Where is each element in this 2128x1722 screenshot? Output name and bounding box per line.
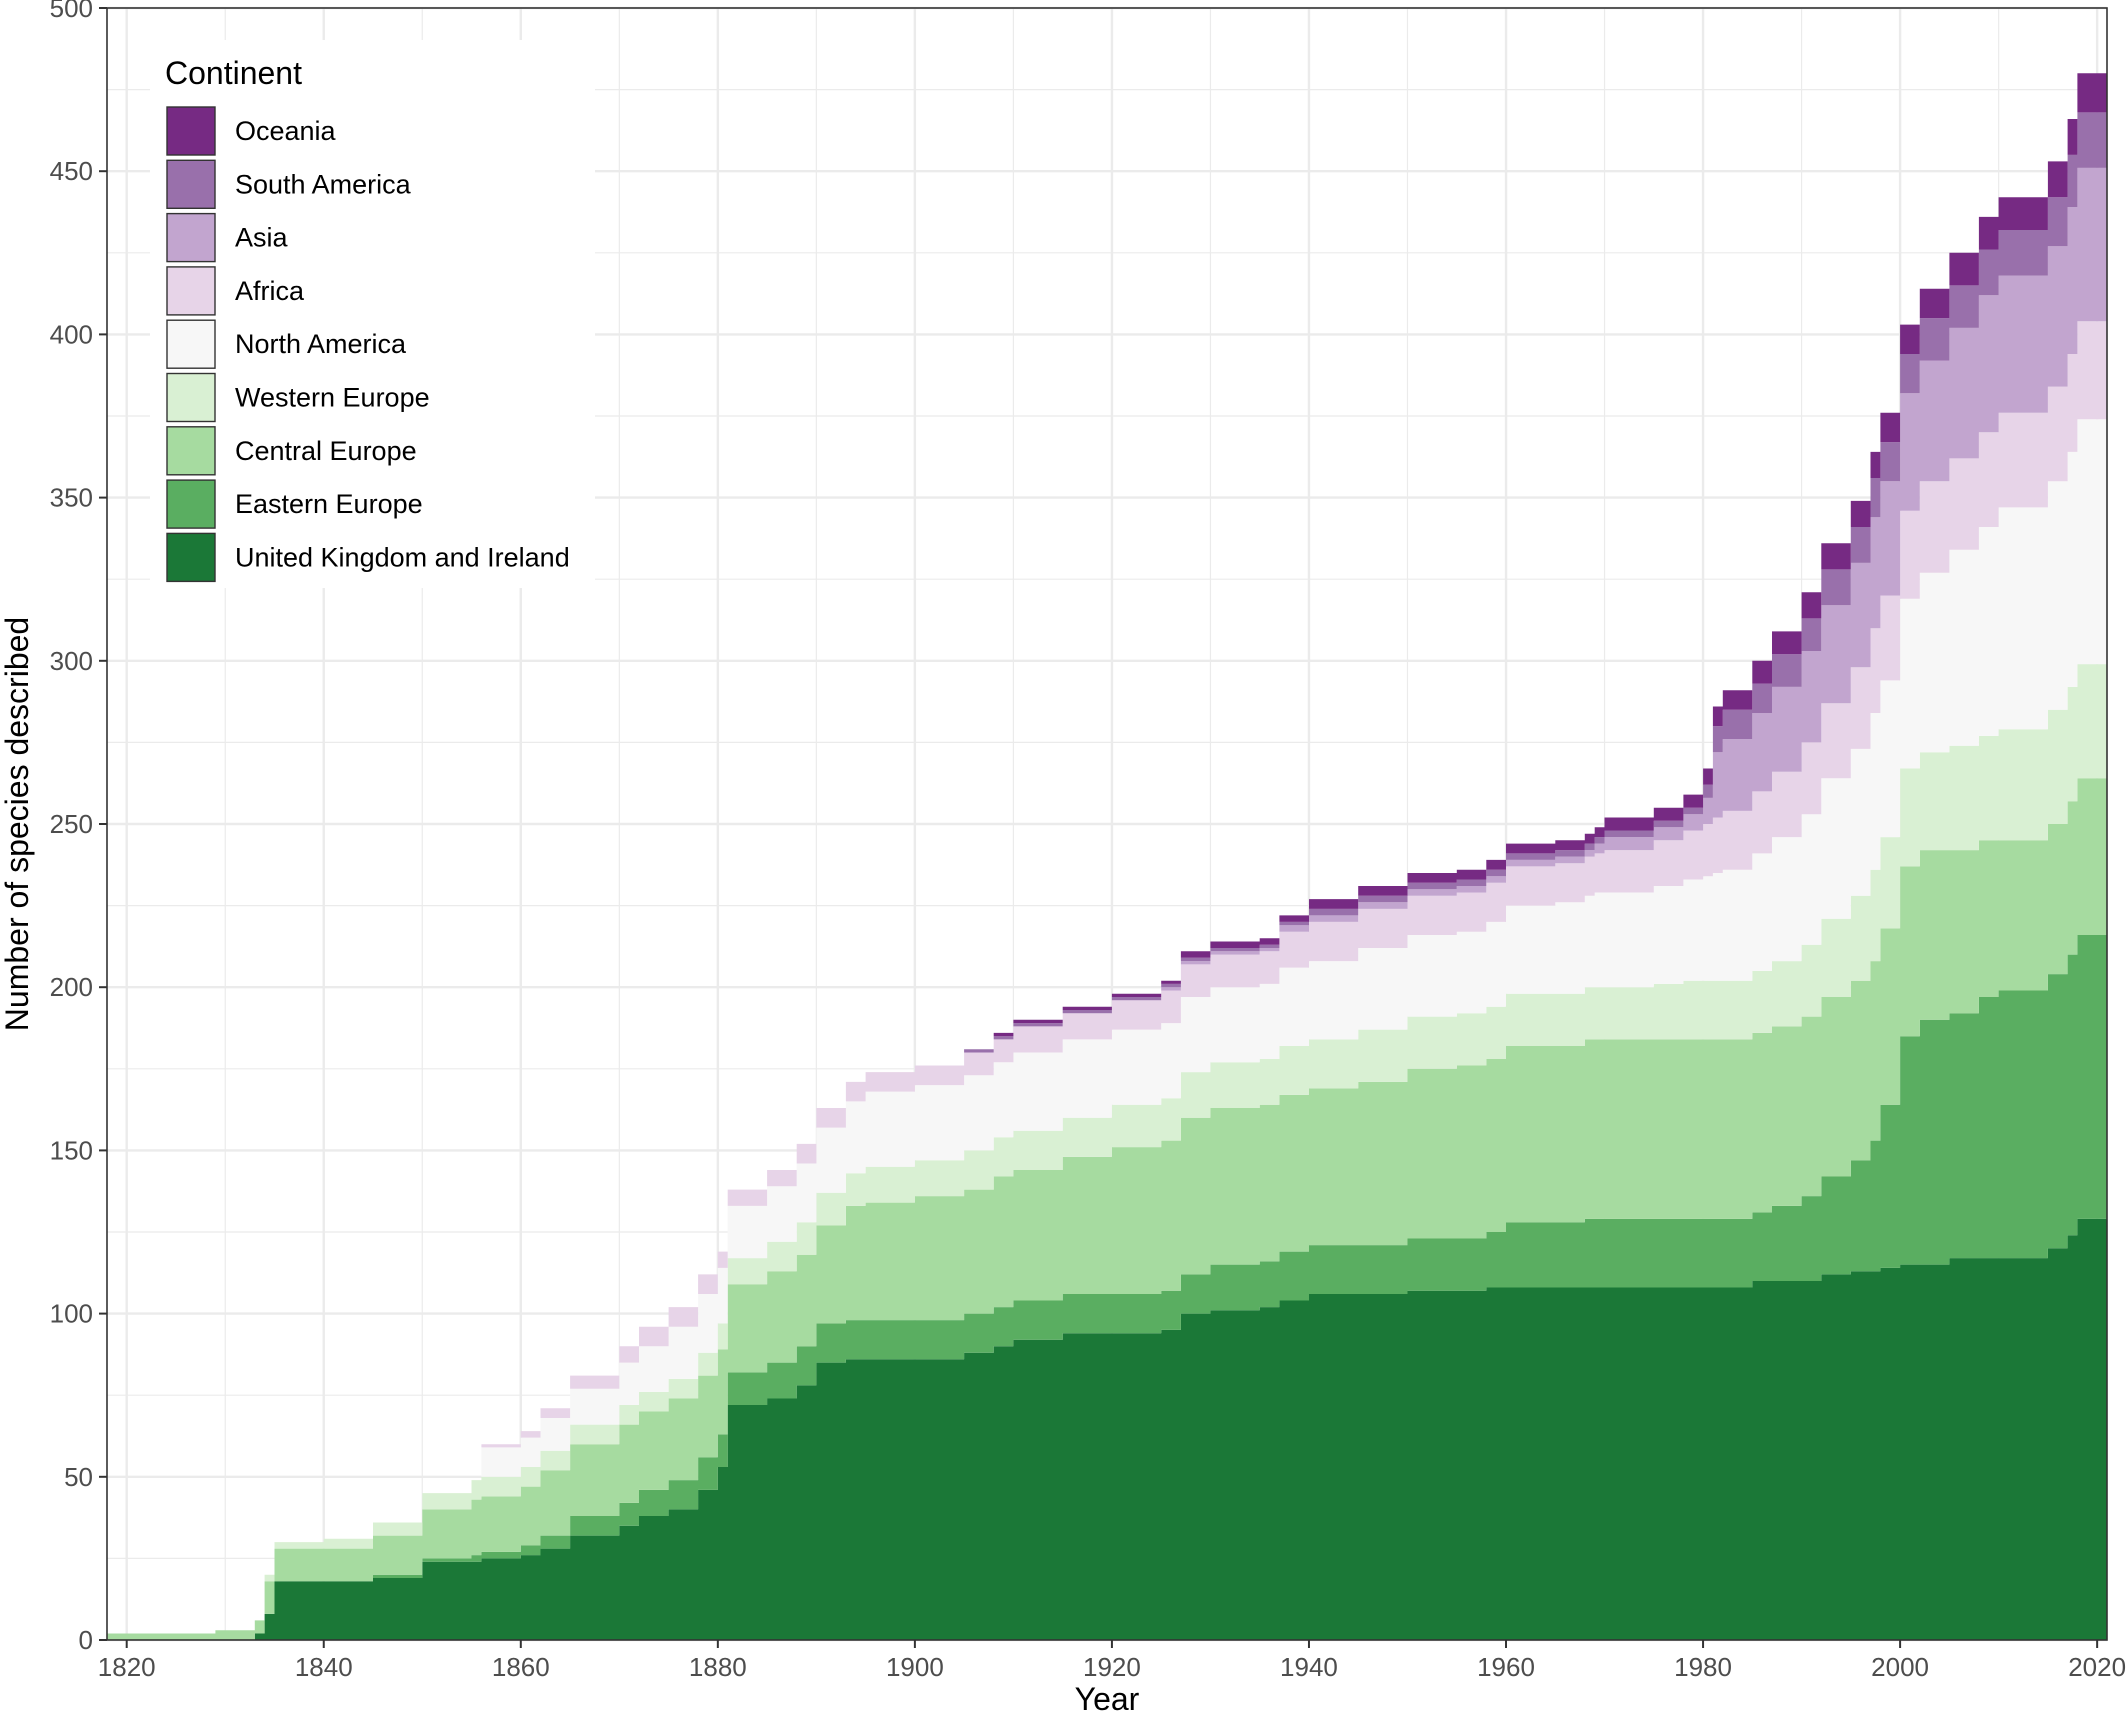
legend-label-asia: Asia xyxy=(235,223,289,253)
y-axis: 0 50 100 150 200 250 300 350 400 450 500 xyxy=(50,0,107,1655)
y-tick-label: 50 xyxy=(64,1462,93,1492)
legend-label-eastern-europe: Eastern Europe xyxy=(235,489,423,519)
y-tick-label: 350 xyxy=(50,483,93,513)
legend-label-oceania: Oceania xyxy=(235,116,337,146)
area-united-kingdom-and-ireland xyxy=(107,1215,2107,1640)
x-axis: 1820 1840 1860 1880 1900 1920 1940 1960 1980 2000… xyxy=(98,1640,2126,1682)
legend-label-western-europe: Western Europe xyxy=(235,383,430,413)
legend-swatch-asia xyxy=(166,212,216,263)
legend-label-central-europe: Central Europe xyxy=(235,436,417,466)
x-tick-label: 1860 xyxy=(492,1652,550,1682)
legend-swatch-eastern-europe xyxy=(166,479,216,529)
legend-label-united-kingdom-and-ireland: United Kingdom and Ireland xyxy=(235,542,570,572)
legend-swatch-africa xyxy=(166,266,216,316)
x-axis-title: Year xyxy=(1075,1681,1140,1717)
y-tick-label: 400 xyxy=(50,319,93,349)
area-western-europe xyxy=(107,634,2107,1634)
y-tick-label: 450 xyxy=(50,156,93,186)
x-tick-label: 1940 xyxy=(1280,1652,1338,1682)
x-tick-label: 1920 xyxy=(1083,1652,1141,1682)
y-tick-label: 300 xyxy=(50,646,93,676)
area-eastern-europe xyxy=(107,921,2107,1640)
legend-label-africa: Africa xyxy=(235,276,305,306)
x-tick-label: 1840 xyxy=(295,1652,353,1682)
x-tick-label: 1820 xyxy=(98,1652,156,1682)
area-central-europe xyxy=(107,752,2107,1640)
legend-swatch-north-america xyxy=(166,319,216,369)
y-tick-label: 150 xyxy=(50,1135,93,1165)
x-tick-label: 1960 xyxy=(1477,1652,1535,1682)
y-tick-label: 100 xyxy=(50,1299,93,1329)
y-tick-label: 500 xyxy=(50,0,93,23)
legend-label-south-america: South America xyxy=(235,169,412,199)
legend: Continent Oceania South America Asia Africa… xyxy=(150,40,595,588)
y-tick-label: 200 xyxy=(50,972,93,1002)
x-tick-label: 2000 xyxy=(1871,1652,1929,1682)
y-axis-title: Number of species described xyxy=(0,617,35,1031)
legend-title: Continent xyxy=(165,55,302,91)
legend-swatch-south-america xyxy=(166,159,216,210)
area-layers xyxy=(107,17,2107,1640)
legend-swatch-united-kingdom-and-ireland xyxy=(166,532,216,583)
x-tick-label: 2020 xyxy=(2068,1652,2126,1682)
legend-swatch-oceania xyxy=(166,106,216,156)
y-tick-label: 0 xyxy=(79,1625,93,1655)
legend-background xyxy=(150,40,595,588)
legend-label-north-america: North America xyxy=(235,329,407,359)
y-tick-label: 250 xyxy=(50,809,93,839)
legend-swatch-central-europe xyxy=(166,426,216,476)
x-tick-label: 1900 xyxy=(886,1652,944,1682)
x-tick-label: 1980 xyxy=(1674,1652,1732,1682)
legend-swatch-western-europe xyxy=(166,372,216,423)
x-tick-label: 1880 xyxy=(689,1652,747,1682)
